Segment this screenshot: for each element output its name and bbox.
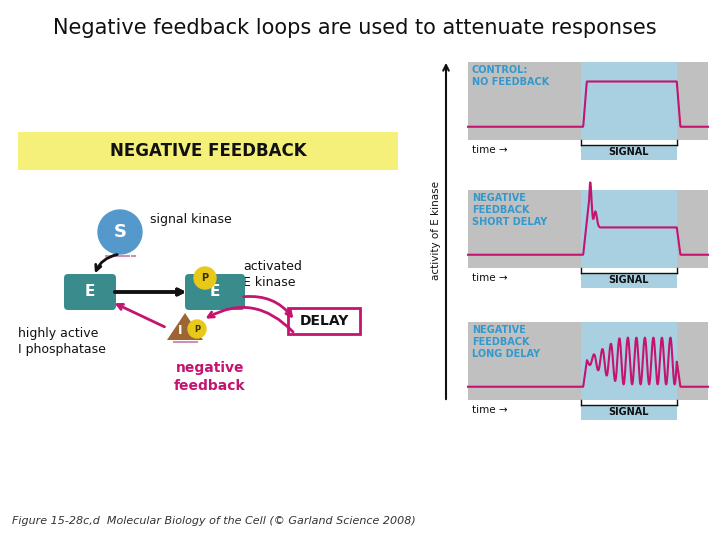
FancyBboxPatch shape — [581, 62, 677, 140]
Text: highly active
I phosphatase: highly active I phosphatase — [18, 327, 106, 356]
FancyBboxPatch shape — [581, 322, 677, 400]
Text: time →: time → — [472, 405, 508, 415]
FancyBboxPatch shape — [468, 62, 708, 140]
Polygon shape — [167, 313, 203, 340]
Text: DELAY: DELAY — [300, 314, 348, 328]
Text: NEGATIVE
FEEDBACK
LONG DELAY: NEGATIVE FEEDBACK LONG DELAY — [472, 325, 540, 359]
FancyBboxPatch shape — [581, 190, 677, 268]
Circle shape — [98, 210, 142, 254]
FancyBboxPatch shape — [581, 405, 677, 420]
Text: Figure 15-28c,d  Molecular Biology of the Cell (© Garland Science 2008): Figure 15-28c,d Molecular Biology of the… — [12, 516, 415, 526]
Text: SIGNAL: SIGNAL — [608, 407, 649, 417]
Text: negative
feedback: negative feedback — [174, 361, 246, 393]
Text: P: P — [202, 273, 209, 283]
Text: Negative feedback loops are used to attenuate responses: Negative feedback loops are used to atte… — [53, 18, 657, 38]
Text: time →: time → — [472, 145, 508, 155]
Circle shape — [194, 267, 216, 289]
Text: activated
E kinase: activated E kinase — [243, 260, 302, 288]
FancyBboxPatch shape — [468, 322, 708, 400]
Text: E: E — [85, 285, 95, 300]
FancyBboxPatch shape — [581, 273, 677, 288]
FancyBboxPatch shape — [185, 274, 245, 310]
Text: E: E — [210, 285, 220, 300]
Text: SIGNAL: SIGNAL — [608, 275, 649, 285]
FancyBboxPatch shape — [64, 274, 116, 310]
Circle shape — [188, 320, 206, 338]
FancyBboxPatch shape — [288, 308, 360, 334]
Text: NEGATIVE FEEDBACK: NEGATIVE FEEDBACK — [109, 142, 306, 160]
Text: S: S — [114, 223, 127, 241]
Text: P: P — [194, 325, 200, 334]
Text: time →: time → — [472, 273, 508, 283]
Text: NEGATIVE
FEEDBACK
SHORT DELAY: NEGATIVE FEEDBACK SHORT DELAY — [472, 193, 547, 227]
FancyBboxPatch shape — [18, 132, 398, 170]
Text: CONTROL:
NO FEEDBACK: CONTROL: NO FEEDBACK — [472, 65, 549, 87]
Text: I: I — [178, 323, 182, 336]
Text: activity of E kinase: activity of E kinase — [431, 181, 441, 280]
Text: SIGNAL: SIGNAL — [608, 147, 649, 157]
Text: signal kinase: signal kinase — [150, 213, 232, 226]
FancyBboxPatch shape — [468, 190, 708, 268]
FancyBboxPatch shape — [581, 145, 677, 160]
